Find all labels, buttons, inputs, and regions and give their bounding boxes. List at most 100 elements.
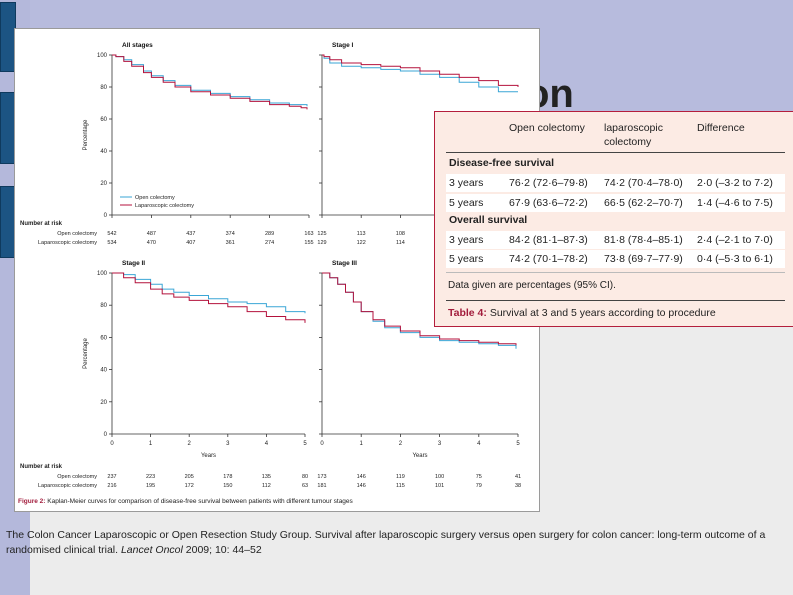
survival-table: Open colectomy laparoscopic colectomy Di… bbox=[434, 111, 793, 327]
table-title-label: Table 4: bbox=[448, 307, 487, 319]
reference-suffix: 2009; 10: 44–52 bbox=[182, 544, 262, 556]
x-tick-label: 5 bbox=[516, 441, 520, 447]
cell-open: 76·2 (72·6–79·8) bbox=[509, 177, 588, 189]
col-header-lap-1: laparoscopic bbox=[604, 122, 663, 134]
risk-header: Number at risk bbox=[20, 464, 63, 470]
note-rule bbox=[446, 272, 785, 273]
risk-value-open: 113 bbox=[357, 231, 366, 237]
table-row: 5 years 74·2 (70·1–78·2) 73·8 (69·7–77·9… bbox=[446, 250, 785, 268]
cell-open: 84·2 (81·1–87·3) bbox=[509, 234, 588, 246]
risk-value-lap: 38 bbox=[515, 483, 521, 489]
table-row: 5 years 67·9 (63·6–72·2) 66·5 (62·2–70·7… bbox=[446, 194, 785, 212]
y-tick-label: 80 bbox=[100, 85, 107, 91]
cell-diff: 1·4 (–4·6 to 7·5) bbox=[697, 197, 773, 209]
risk-value-open: 542 bbox=[107, 231, 116, 237]
y-tick-label: 40 bbox=[100, 149, 107, 155]
cell-lap: 66·5 (62·2–70·7) bbox=[604, 197, 683, 209]
panel-title: Stage I bbox=[332, 42, 354, 49]
risk-value-lap: 216 bbox=[107, 483, 116, 489]
y-tick-label: 20 bbox=[100, 181, 107, 187]
cell-lap: 74·2 (70·4–78·0) bbox=[604, 177, 683, 189]
risk-row-label: Laparoscopic colectomy bbox=[38, 240, 97, 246]
cell-lap: 81·8 (78·4–85·1) bbox=[604, 234, 683, 246]
col-header-lap-2: colectomy bbox=[604, 136, 652, 148]
y-axis-label: Percentage bbox=[83, 119, 89, 150]
x-tick-label: 0 bbox=[110, 441, 114, 447]
risk-row-label: Open colectomy bbox=[57, 474, 97, 480]
x-tick-label: 2 bbox=[399, 441, 403, 447]
risk-value-lap: 112 bbox=[262, 483, 271, 489]
risk-value-open: 108 bbox=[396, 231, 405, 237]
risk-value-lap: 155 bbox=[304, 240, 313, 246]
risk-value-open: 178 bbox=[223, 474, 232, 480]
risk-value-open: 80 bbox=[302, 474, 308, 480]
risk-value-open: 237 bbox=[107, 474, 116, 480]
risk-value-lap: 195 bbox=[146, 483, 155, 489]
table-title-text: Survival at 3 and 5 years according to p… bbox=[486, 307, 716, 319]
y-tick-label: 60 bbox=[100, 117, 107, 123]
legend-label: Open colectomy bbox=[135, 195, 175, 201]
risk-value-open: 289 bbox=[265, 231, 274, 237]
y-tick-label: 60 bbox=[100, 335, 107, 341]
row-label: 3 years bbox=[449, 234, 484, 246]
risk-value-open: 100 bbox=[435, 474, 444, 480]
header-rule bbox=[446, 152, 785, 153]
x-tick-label: 0 bbox=[320, 441, 324, 447]
risk-value-lap: 122 bbox=[357, 240, 366, 246]
cell-diff: 2·4 (–2·1 to 7·0) bbox=[697, 234, 773, 246]
risk-value-open: 487 bbox=[147, 231, 156, 237]
y-axis-label: Percentage bbox=[83, 338, 89, 369]
risk-value-open: 163 bbox=[304, 231, 313, 237]
series-line-laparoscopic-colectomy bbox=[112, 54, 308, 110]
risk-value-open: 135 bbox=[262, 474, 271, 480]
risk-value-lap: 115 bbox=[396, 483, 405, 489]
risk-value-lap: 534 bbox=[107, 240, 116, 246]
y-tick-label: 100 bbox=[97, 271, 108, 277]
col-header-diff: Difference bbox=[697, 122, 745, 134]
x-tick-label: 2 bbox=[188, 441, 192, 447]
series-line-open-colectomy bbox=[322, 54, 518, 93]
col-header-open: Open colectomy bbox=[509, 122, 585, 134]
cell-open: 67·9 (63·6–72·2) bbox=[509, 197, 588, 209]
risk-value-open: 205 bbox=[185, 474, 194, 480]
panel-title: Stage III bbox=[332, 260, 357, 267]
panel-title: All stages bbox=[122, 42, 153, 49]
title-rule bbox=[446, 300, 785, 301]
panel-title: Stage II bbox=[122, 260, 145, 267]
series-line-open-colectomy bbox=[112, 272, 306, 314]
x-axis-label: Years bbox=[412, 453, 427, 459]
risk-value-open: 146 bbox=[357, 474, 366, 480]
reference-prefix: The Colon Cancer Laparoscopic or Open Re… bbox=[6, 529, 766, 556]
risk-value-lap: 146 bbox=[357, 483, 366, 489]
series-line-laparoscopic-colectomy bbox=[322, 272, 517, 346]
x-tick-label: 5 bbox=[303, 441, 307, 447]
x-tick-label: 1 bbox=[360, 441, 364, 447]
risk-value-lap: 181 bbox=[317, 483, 326, 489]
series-line-laparoscopic-colectomy bbox=[112, 272, 306, 323]
cell-open: 74·2 (70·1–78·2) bbox=[509, 253, 588, 265]
risk-value-lap: 129 bbox=[317, 240, 326, 246]
section-overall: Overall survival bbox=[449, 214, 528, 226]
risk-value-open: 41 bbox=[515, 474, 521, 480]
legend-label: Laparoscopic colectomy bbox=[135, 203, 194, 209]
x-tick-label: 4 bbox=[477, 441, 481, 447]
risk-value-lap: 172 bbox=[185, 483, 194, 489]
series-line-open-colectomy bbox=[112, 54, 308, 107]
reference-citation: The Colon Cancer Laparoscopic or Open Re… bbox=[6, 528, 786, 558]
table-row: 3 years 84·2 (81·1–87·3) 81·8 (78·4–85·1… bbox=[446, 231, 785, 249]
risk-value-lap: 407 bbox=[186, 240, 195, 246]
risk-header: Number at risk bbox=[20, 221, 63, 227]
reference-journal: Lancet Oncol bbox=[120, 544, 183, 556]
y-tick-label: 40 bbox=[100, 368, 107, 374]
risk-row-label: Laparoscopic colectomy bbox=[38, 483, 97, 489]
risk-value-open: 75 bbox=[476, 474, 482, 480]
figure-caption-label: Figure 2: bbox=[18, 498, 46, 505]
y-tick-label: 0 bbox=[104, 432, 108, 438]
table-title: Table 4: Survival at 3 and 5 years accor… bbox=[448, 307, 716, 319]
risk-value-open: 437 bbox=[186, 231, 195, 237]
risk-value-open: 173 bbox=[317, 474, 326, 480]
risk-value-lap: 470 bbox=[147, 240, 156, 246]
risk-value-lap: 114 bbox=[396, 240, 405, 246]
cell-diff: 0·4 (–5·3 to 6·1) bbox=[697, 253, 773, 265]
cell-diff: 2·0 (–3·2 to 7·2) bbox=[697, 177, 773, 189]
